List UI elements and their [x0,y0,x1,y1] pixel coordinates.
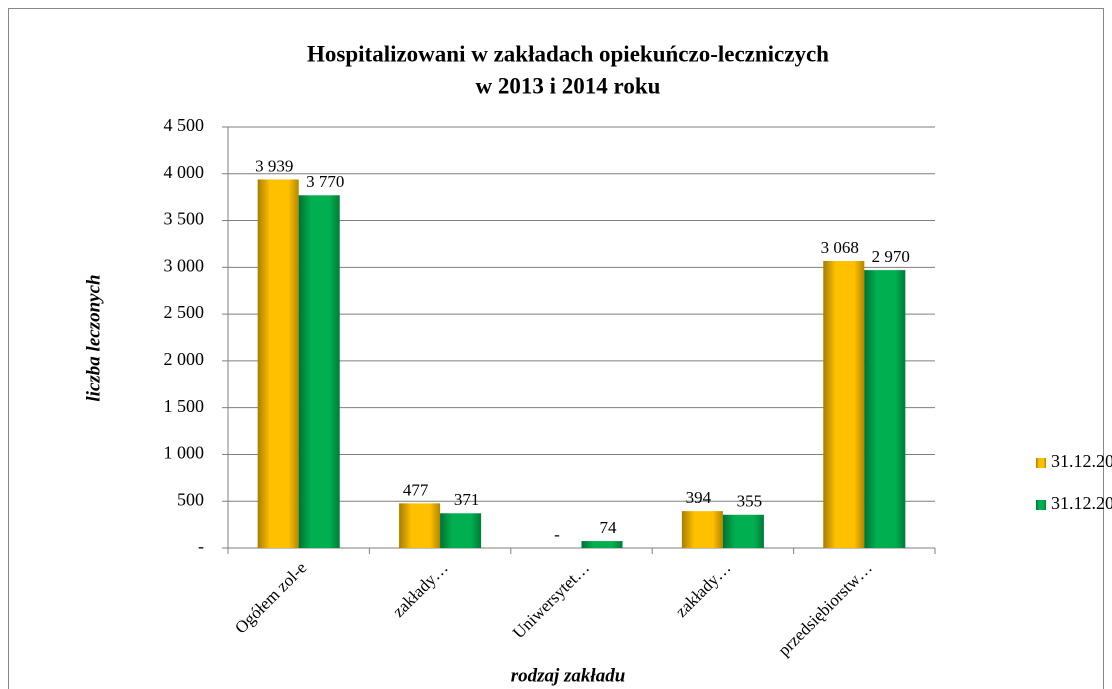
chart-title: w 2013 i 2014 roku [476,73,661,98]
chart-title: Hospitalizowani w zakładach opiekuńczo-l… [307,41,829,66]
bar-shade [399,503,441,548]
bar-shade [257,179,299,548]
value-label: 355 [737,492,763,511]
bar-shade [581,541,623,548]
legend-label: 31.12.2013 r. [1051,451,1112,471]
value-label: 3 939 [255,156,293,175]
value-label: - [554,525,560,544]
bar-shade [681,511,723,548]
y-tick-label: 4 000 [164,162,205,182]
y-tick-label: 4 500 [164,115,205,135]
legend-label: 31.12.2014 r. [1051,493,1112,513]
bar-shade [823,260,865,548]
bar-shade [722,514,764,548]
y-tick-label: 3 500 [164,209,205,229]
value-label: 74 [600,518,618,537]
value-label: 394 [686,488,712,507]
value-label: 2 970 [872,247,910,266]
y-tick-label: - [198,536,204,556]
legend-swatch-shade [1036,500,1046,510]
value-label: 477 [403,480,429,499]
bar-shade [440,513,482,548]
y-tick-label: 2 000 [164,349,205,369]
chart-border [8,8,1104,689]
legend-swatch-shade [1036,458,1046,468]
x-axis-title: rodzaj zakładu [511,665,626,686]
value-label: 3 068 [821,238,859,257]
bar-shade [864,270,906,548]
y-tick-label: 500 [177,489,204,509]
value-label: 371 [454,490,480,509]
y-tick-label: 2 500 [164,302,205,322]
y-tick-label: 3 000 [164,255,205,275]
y-tick-label: 1 000 [164,443,205,463]
y-tick-label: 1 500 [164,396,205,416]
value-label: 3 770 [306,172,344,191]
y-axis-title: liczba leczonych [83,274,104,401]
bar-shade [298,195,340,548]
